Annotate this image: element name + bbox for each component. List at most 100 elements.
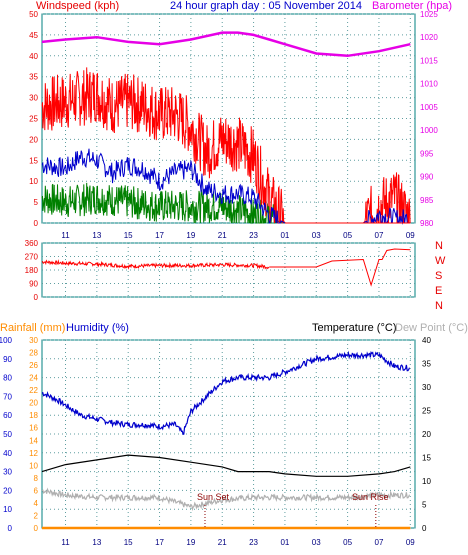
temp-y-tick-label: 40 — [422, 336, 431, 345]
wind-y-tick-label: 40 — [29, 52, 38, 61]
chart-title: 24 hour graph day : 05 November 2014 — [170, 0, 362, 12]
wind-y-tick-label: 50 — [29, 10, 38, 19]
pressure-y-tick-label: 990 — [420, 173, 434, 182]
pressure-y-tick-label: 1005 — [420, 103, 438, 112]
temp-x-tick-label: 03 — [312, 538, 321, 547]
direction-series — [269, 248, 411, 287]
pressure-y-tick-label: 1015 — [420, 56, 438, 65]
rainfall-y-tick-label: 20 — [29, 399, 38, 408]
rainfall-y-tick-label: 2 — [34, 511, 39, 520]
compass-n-bottom: N — [435, 300, 443, 312]
wind-x-tick-label: 17 — [155, 231, 164, 240]
wind-x-tick-label: 01 — [280, 231, 289, 240]
wind-y-tick-label: 0 — [34, 219, 39, 228]
wind-x-tick-label: 05 — [343, 231, 352, 240]
humidity-axis-title: Humidity (%) — [66, 322, 129, 334]
temp-x-tick-label: 09 — [406, 538, 415, 547]
wind-y-tick-label: 25 — [29, 115, 38, 124]
direction-y-tick-label: 90 — [29, 280, 38, 289]
direction-panel-frame — [41, 242, 416, 298]
rainfall-y-tick-label: 8 — [34, 474, 39, 483]
humidity-y-tick-label: 90 — [3, 355, 12, 364]
temp-y-tick-label: 5 — [422, 501, 427, 510]
pressure-y-tick-label: 995 — [420, 149, 434, 158]
windspeed-axis-title: Windspeed (kph) — [36, 0, 119, 12]
rainfall-y-tick-label: 4 — [34, 499, 39, 508]
humidity-y-tick-label: 50 — [3, 430, 12, 439]
compass-labels: N W S E N — [435, 240, 446, 312]
wind-x-tick-label: 13 — [92, 231, 101, 240]
wind-x-tick-label: 03 — [312, 231, 321, 240]
humidity-y-tick-label: 20 — [3, 486, 12, 495]
humidity-y-tick-label: 80 — [3, 374, 12, 383]
wind-y-tick-label: 5 — [34, 198, 39, 207]
rainfall-y-tick-label: 6 — [34, 486, 39, 495]
direction-series-noisy — [41, 259, 270, 270]
rainfall-y-tick-label: 0 — [34, 524, 39, 533]
wind-lull-series — [41, 182, 285, 225]
barometer-series — [41, 31, 411, 58]
data-series — [41, 31, 411, 530]
humidity-y-tick-label: 40 — [3, 449, 12, 458]
wind-y-tick-label: 30 — [29, 94, 38, 103]
pressure-y-tick-label: 980 — [420, 219, 434, 228]
temperature-axis-title: Temperature (°C) — [312, 322, 396, 334]
wind-y-tick-label: 20 — [29, 135, 38, 144]
rainfall-y-tick-label: 26 — [29, 361, 38, 370]
rainfall-axis-title: Rainfall (mm) — [0, 322, 65, 334]
rainfall-y-tick-label: 16 — [29, 424, 38, 433]
sunset-label: Sun Set — [197, 492, 230, 502]
pressure-y-tick-label: 1020 — [420, 33, 438, 42]
compass-n-top: N — [435, 240, 443, 252]
pressure-y-tick-label: 985 — [420, 196, 434, 205]
wind-x-tick-label: 15 — [124, 231, 133, 240]
direction-y-tick-label: 180 — [25, 266, 39, 275]
rainfall-y-tick-label: 18 — [29, 411, 38, 420]
wind-y-tick-label: 35 — [29, 73, 38, 82]
humidity-series — [42, 350, 411, 436]
compass-w: W — [435, 255, 446, 267]
humidity-y-tick-label: 60 — [3, 411, 12, 420]
direction-y-tick-label: 270 — [25, 253, 39, 262]
sunrise-label: Sun Rise — [352, 492, 389, 502]
temp-x-tick-label: 11 — [61, 538, 70, 547]
wind-x-tick-label: 07 — [375, 231, 384, 240]
dewpoint-axis-title: Dew Point (°C) — [395, 322, 468, 334]
temp-y-tick-label: 0 — [422, 524, 427, 533]
temp-x-tick-label: 17 — [155, 538, 164, 547]
pressure-y-tick-label: 1000 — [420, 126, 438, 135]
pressure-y-tick-label: 1010 — [420, 80, 438, 89]
humidity-y-tick-label: 0 — [8, 524, 13, 533]
humidity-y-tick-label: 30 — [3, 468, 12, 477]
temp-x-tick-label: 05 — [343, 538, 352, 547]
temperature-series — [41, 454, 411, 477]
temp-y-tick-label: 15 — [422, 454, 431, 463]
temp-x-tick-label: 07 — [375, 538, 384, 547]
wind-x-tick-label: 09 — [406, 231, 415, 240]
pressure-y-tick-label: 1025 — [420, 10, 438, 19]
humidity-y-tick-label: 10 — [3, 505, 12, 514]
dewpoint-series — [41, 487, 411, 512]
direction-y-tick-label: 0 — [34, 293, 39, 302]
compass-e: E — [435, 285, 442, 297]
compass-s: S — [435, 270, 442, 282]
wind-x-tick-label: 21 — [218, 231, 227, 240]
barometer-axis-title: Barometer (hpa) — [372, 0, 452, 12]
temp-x-tick-label: 23 — [249, 538, 258, 547]
temp-y-tick-label: 20 — [422, 430, 431, 439]
temp-x-tick-label: 21 — [218, 538, 227, 547]
rainfall-y-tick-label: 30 — [29, 336, 38, 345]
wind-x-tick-label: 11 — [61, 231, 70, 240]
rainfall-y-tick-label: 22 — [29, 386, 38, 395]
temp-y-tick-label: 35 — [422, 360, 431, 369]
direction-y-tick-label: 360 — [25, 239, 39, 248]
wind-x-tick-label: 19 — [186, 231, 195, 240]
rainfall-y-tick-label: 10 — [29, 461, 38, 470]
temp-x-tick-label: 13 — [92, 538, 101, 547]
wind-y-tick-label: 10 — [29, 177, 38, 186]
wind-x-tick-label: 23 — [249, 231, 258, 240]
temp-y-tick-label: 30 — [422, 383, 431, 392]
axis-tick-labels: 0510152025303540455098098599099510001005… — [0, 10, 438, 547]
temp-y-tick-label: 25 — [422, 407, 431, 416]
